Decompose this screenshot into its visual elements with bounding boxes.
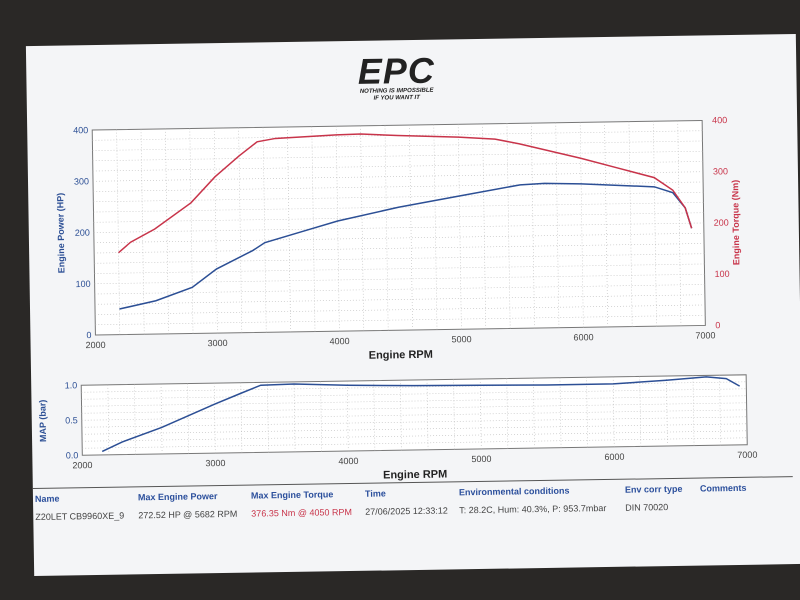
grid-line (213, 128, 218, 334)
grid-line (165, 128, 169, 334)
grid-line (262, 127, 267, 333)
grid-line (628, 121, 633, 327)
header-max-torque: Max Engine Torque (250, 489, 334, 501)
y2-axis-label: Engine Torque (Nm) (730, 180, 741, 265)
grid-line (360, 125, 365, 331)
x-tick-label: 5000 (471, 454, 491, 464)
x-tick-label: 5000 (451, 334, 471, 344)
y2-tick-label: 100 (714, 269, 729, 279)
x-tick-label: 3000 (205, 458, 225, 468)
grid-line (531, 123, 535, 329)
grid-line (579, 122, 584, 328)
y-tick-label: 0.5 (65, 415, 78, 425)
x-tick-label: 6000 (604, 452, 624, 462)
plot-area (91, 119, 706, 336)
x-tick-label: 7000 (695, 330, 715, 340)
dyno-sheet: EPC NOTHING IS IMPOSSIBLE IF YOU WANT IT… (25, 33, 800, 577)
grid-line (189, 128, 194, 334)
x-tick-label: 2000 (72, 460, 92, 470)
cell-name: Z20LET CB9960XE_9 (35, 510, 125, 522)
header-time: Time (364, 488, 386, 499)
y2-tick-label: 0 (715, 320, 720, 330)
grid-line (433, 124, 438, 330)
x-tick-label: 2000 (85, 340, 105, 350)
header-env-corr: Env corr type (624, 483, 683, 495)
torque-curve (118, 133, 693, 254)
y-tick-label: 0 (86, 330, 91, 340)
y2-tick-label: 200 (714, 218, 729, 228)
x-tick-label: 7000 (737, 450, 757, 460)
cell-max-torque: 376.35 Nm @ 4050 RPM (251, 507, 353, 519)
map-curve (101, 376, 741, 453)
y-tick-label: 100 (76, 279, 91, 289)
dyno-charts: 2000 3000 4000 5000 6000 70000100200300400010… (37, 115, 757, 482)
header-max-power: Max Engine Power (137, 491, 218, 503)
x-tick-label: 4000 (338, 456, 358, 466)
x-tick-label: 6000 (573, 332, 593, 342)
y-axis-label: Engine Power (HP) (55, 193, 66, 274)
grid-line (409, 125, 413, 331)
x-axis-label: Engine RPM (369, 349, 433, 362)
grid-line (604, 121, 609, 327)
y-tick-label: 1.0 (65, 380, 78, 390)
plot-area (80, 374, 748, 456)
y-tick-label: 0.0 (66, 450, 79, 460)
y-tick-label: 200 (75, 228, 90, 238)
y-axis-label: MAP (bar) (37, 400, 48, 442)
header-env: Environmental conditions (458, 485, 570, 498)
grid-line (555, 122, 560, 328)
y2-tick-label: 400 (712, 115, 727, 125)
grid-line (384, 125, 389, 331)
power-curve (119, 182, 693, 310)
y-tick-label: 400 (73, 125, 88, 135)
cell-env-corr: DIN 70020 (625, 502, 669, 513)
header-comments: Comments (699, 482, 747, 494)
x-tick-label: 4000 (329, 336, 349, 346)
cell-max-power: 272.52 HP @ 5682 RPM (138, 508, 238, 521)
x-axis-label: Engine RPM (383, 469, 447, 482)
header-name: Name (34, 493, 60, 504)
y-tick-label: 300 (74, 176, 89, 186)
x-tick-label: 3000 (207, 338, 227, 348)
grid-line (238, 127, 243, 333)
cell-time: 27/06/2025 12:33:12 (365, 505, 448, 517)
y2-tick-label: 300 (713, 166, 728, 176)
